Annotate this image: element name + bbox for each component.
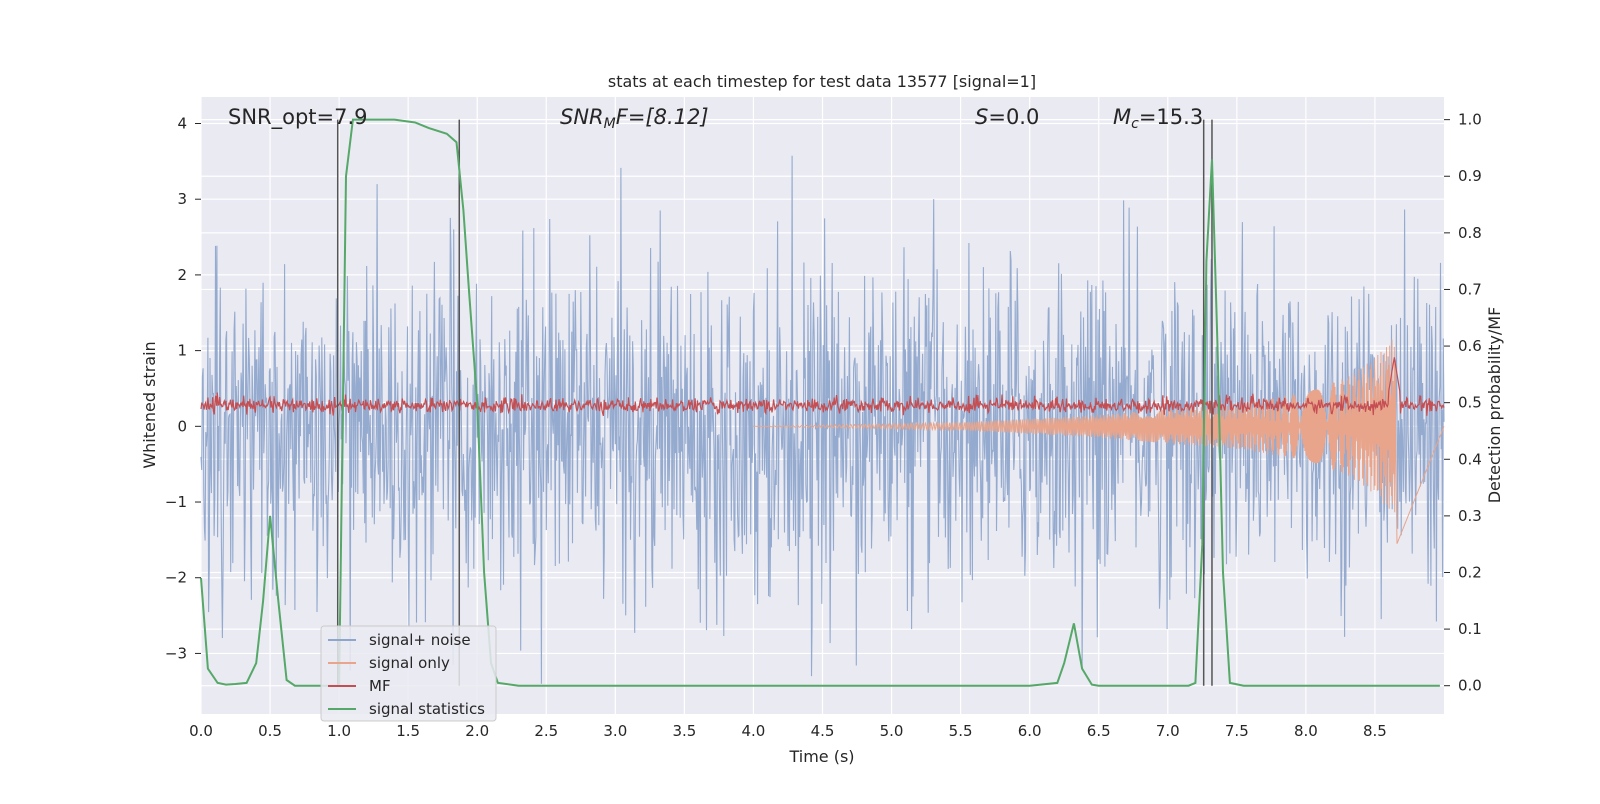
x-tick-label: 6.5 xyxy=(1087,722,1111,740)
y2-tick-label: 1.0 xyxy=(1458,111,1482,129)
annotation-snr-opt: SNR_opt=7.9 xyxy=(228,105,368,130)
y2-tick-label: 0.2 xyxy=(1458,563,1482,581)
line-signal-only xyxy=(753,339,1445,544)
series-signal-statistics xyxy=(200,118,1440,687)
x-tick-label: 4.0 xyxy=(742,722,766,740)
y2-tick-label: 0.5 xyxy=(1458,394,1482,412)
y2-tick-label: 0.4 xyxy=(1458,450,1482,468)
series-signal-only xyxy=(753,339,1445,544)
axis-ticks: 0.0 0.5 1.0 1.5 2.0 2.5 3.0 3.5 4.0 4.5 5.0 5.5 6.0 6… xyxy=(165,111,1482,740)
annotation-snr-mf: SNRMF=[8.12] xyxy=(560,105,709,132)
x-tick-label: 2.0 xyxy=(465,722,489,740)
series-signal-noise xyxy=(200,155,1445,684)
annotation-s: S=0.0 xyxy=(975,105,1039,129)
legend-box xyxy=(320,625,497,722)
y2-tick-label: 0.9 xyxy=(1458,167,1482,185)
y2-tick-label: 0.7 xyxy=(1458,280,1482,298)
annotation-mc: Mc=15.3 xyxy=(1113,105,1203,132)
y-tick-label: 4 xyxy=(177,114,187,132)
legend-label-mf: MF xyxy=(369,677,391,695)
x-tick-label: 1.5 xyxy=(396,722,420,740)
legend: signal+ noise signal only MF signal stat… xyxy=(320,625,497,722)
y-tick-label: −3 xyxy=(165,644,187,662)
x-tick-label: 5.5 xyxy=(949,722,973,740)
x-tick-label: 7.5 xyxy=(1225,722,1249,740)
x-tick-label: 8.0 xyxy=(1294,722,1318,740)
x-tick-label: 0.0 xyxy=(189,722,213,740)
y-tick-label: −1 xyxy=(165,493,187,511)
x-tick-label: 8.5 xyxy=(1363,722,1387,740)
line-signal-noise xyxy=(200,155,1445,684)
y-tick-label: −2 xyxy=(165,569,187,587)
series-mf xyxy=(200,357,1445,417)
y2-tick-label: 0.1 xyxy=(1458,620,1482,638)
x-tick-label: 3.0 xyxy=(603,722,627,740)
legend-label-signal-only: signal only xyxy=(369,654,450,672)
line-signal-statistics xyxy=(200,118,1440,687)
line-mf xyxy=(200,357,1445,417)
y2-tick-label: 0.0 xyxy=(1458,677,1482,695)
x-tick-label: 6.0 xyxy=(1018,722,1042,740)
x-tick-label: 1.0 xyxy=(327,722,351,740)
x-tick-label: 3.5 xyxy=(672,722,696,740)
x-tick-label: 0.5 xyxy=(258,722,282,740)
y-tick-label: 3 xyxy=(177,190,187,208)
x-tick-label: 5.0 xyxy=(880,722,904,740)
y-tick-label: 1 xyxy=(177,342,187,360)
annotations: SNR_opt=7.9 SNRMF=[8.12] S=0.0 Mc=15.3 xyxy=(228,105,1203,132)
y2-tick-label: 0.3 xyxy=(1458,507,1482,525)
y-tick-label: 0 xyxy=(177,417,187,435)
y2-tick-label: 0.8 xyxy=(1458,224,1482,242)
y2-tick-label: 0.6 xyxy=(1458,337,1482,355)
x-axis-label: Time (s) xyxy=(788,747,854,766)
x-tick-label: 7.0 xyxy=(1156,722,1180,740)
y-tick-label: 2 xyxy=(177,266,187,284)
x-tick-label: 4.5 xyxy=(811,722,835,740)
x-tick-label: 2.5 xyxy=(534,722,558,740)
legend-label-signal-noise: signal+ noise xyxy=(369,631,471,649)
chart-title: stats at each timestep for test data 135… xyxy=(608,72,1036,91)
y2-axis-label: Detection probability/MF xyxy=(1485,307,1504,504)
legend-label-signal-statistics: signal statistics xyxy=(369,700,485,718)
y-axis-label: Whitened strain xyxy=(140,341,159,468)
